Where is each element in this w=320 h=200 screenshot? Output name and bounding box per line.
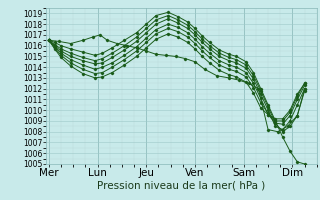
- X-axis label: Pression niveau de la mer( hPa ): Pression niveau de la mer( hPa ): [98, 181, 266, 191]
